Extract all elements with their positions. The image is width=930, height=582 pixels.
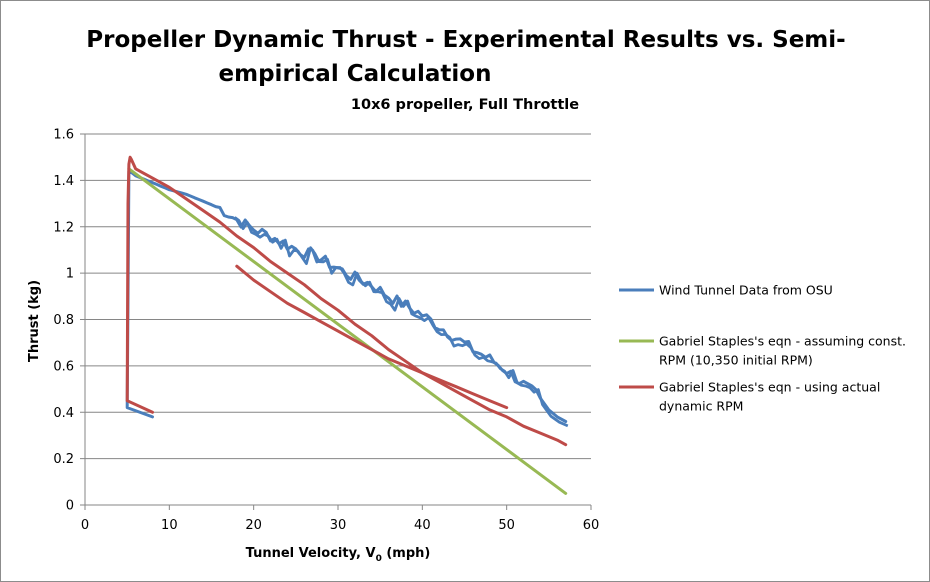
y-tick-label-3: 0.6 <box>53 359 74 374</box>
x-tick-label-1: 10 <box>161 518 178 533</box>
chart-title-line-1: Propeller Dynamic Thrust - Experimental … <box>86 27 845 53</box>
y-tick-label-6: 1.2 <box>53 220 74 235</box>
series-2-line-1 <box>235 264 509 410</box>
x-tick-label-6: 60 <box>583 518 600 533</box>
x-tick-label-3: 30 <box>330 518 347 533</box>
series-2-line-0 <box>125 155 568 447</box>
chart-title-line-2: empirical Calculation <box>219 61 492 87</box>
y-tick-label-4: 0.8 <box>53 313 74 328</box>
y-tick-label-5: 1 <box>66 267 74 282</box>
legend-label-2-line-1: dynamic RPM <box>659 399 743 414</box>
series-1-line-0 <box>127 167 568 495</box>
x-axis-title-main: Tunnel Velocity, V <box>246 546 376 561</box>
x-tick-label-5: 50 <box>498 518 515 533</box>
y-axis-title: Thrust (kg) <box>27 280 42 362</box>
y-tick-label-1: 0.2 <box>53 452 74 467</box>
series-0-trace-2 <box>233 216 569 428</box>
chart-legend: Wind Tunnel Data from OSU Gabriel Staples… <box>619 283 906 414</box>
x-tick-label-4: 40 <box>414 518 431 533</box>
chart-subtitle: 10x6 propeller, Full Throttle <box>351 97 579 113</box>
legend-label-1-line-0: Gabriel Staples's eqn - assuming const. <box>659 334 906 349</box>
x-tick-label-2: 20 <box>245 518 262 533</box>
y-tick-label-7: 1.4 <box>53 174 74 189</box>
y-tick-label-2: 0.4 <box>53 406 74 421</box>
x-axis-title-subscript: 0 <box>376 554 382 564</box>
legend-label-0-line-0: Wind Tunnel Data from OSU <box>659 283 833 298</box>
legend-label-2-line-0: Gabriel Staples's eqn - using actual <box>659 380 880 395</box>
y-tick-label-0: 0 <box>66 499 74 514</box>
x-axis-title-tail: (mph) <box>382 546 431 561</box>
series-0-line-0 <box>125 169 568 423</box>
x-tick-label-0: 0 <box>81 518 89 533</box>
y-tick-label-8: 1.6 <box>53 128 74 143</box>
x-axis-title: Tunnel Velocity, V0 (mph) <box>246 546 431 564</box>
legend-label-1-line-1: RPM (10,350 initial RPM) <box>659 353 813 368</box>
